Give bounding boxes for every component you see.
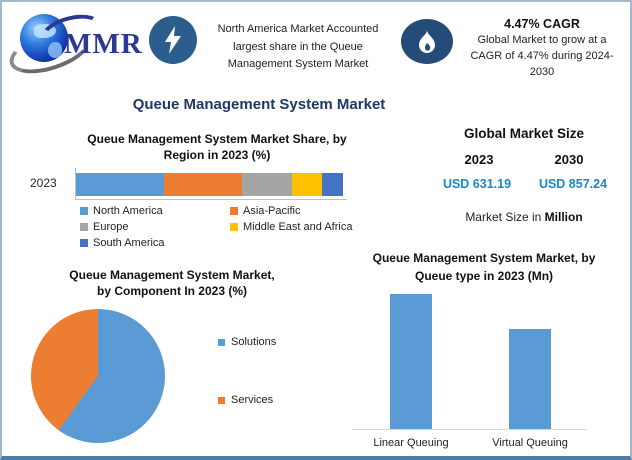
market-size-year-2030: 2030 bbox=[554, 152, 584, 167]
region-chart-legend: North America Asia-Pacific Europe Middle Ea… bbox=[80, 205, 358, 249]
globe-icon bbox=[20, 14, 68, 62]
label-virtual-queuing: Virtual Queuing bbox=[492, 437, 568, 449]
pie-marker-services bbox=[218, 396, 225, 404]
legend-marker-europe bbox=[80, 223, 88, 231]
region-chart-title: Queue Management System Market Share, by… bbox=[87, 132, 347, 163]
pie-legend-services: Services bbox=[218, 394, 273, 406]
legend-marker-middle-east-and-africa bbox=[230, 223, 238, 231]
cagr-note: Global Market to grow at a CAGR of 4.47%… bbox=[470, 34, 614, 78]
component-pie bbox=[31, 309, 165, 443]
legend-item-europe: Europe bbox=[80, 221, 230, 233]
queue-bar-column-virtual: Virtual Queuing bbox=[480, 294, 580, 449]
cagr-title: 4.47% CAGR bbox=[504, 17, 580, 31]
lightning-icon bbox=[149, 16, 197, 64]
legend-item-south-america: South America bbox=[80, 237, 230, 249]
legend-marker-north-america bbox=[80, 207, 88, 215]
region-chart-axis-vertical bbox=[75, 168, 76, 200]
queue-chart-axis bbox=[352, 429, 587, 430]
queue-type-chart-title: Queue Management System Market, by Queue… bbox=[372, 251, 596, 283]
mmr-logo: MMR bbox=[4, 8, 146, 83]
unit-note-bold: Million bbox=[544, 210, 583, 224]
global-market-size-title: Global Market Size bbox=[463, 126, 585, 141]
bar-virtual-queuing bbox=[509, 329, 551, 429]
region-segment-south-america bbox=[321, 173, 344, 196]
pie-legend-solutions: Solutions bbox=[218, 336, 276, 348]
market-size-value-2030: USD 857.24 bbox=[538, 177, 608, 191]
legend-marker-south-america bbox=[80, 239, 88, 247]
market-size-value-2023: USD 631.19 bbox=[442, 177, 512, 191]
legend-marker-asia-pacific bbox=[230, 207, 238, 215]
logo-text: MMR bbox=[64, 28, 143, 60]
legend-item-asia-pacific: Asia-Pacific bbox=[230, 205, 358, 217]
region-segment-north-america bbox=[76, 173, 165, 196]
north-america-note: North America Market Accounted largest s… bbox=[217, 23, 379, 71]
market-size-year-2023: 2023 bbox=[464, 152, 494, 167]
region-segment-asia-pacific bbox=[164, 173, 242, 196]
legend-item-middle-east-and-africa: Middle East and Africa bbox=[230, 221, 358, 233]
market-size-years: 2023 2030 bbox=[434, 152, 614, 167]
region-stacked-bar bbox=[76, 173, 344, 196]
pie-marker-solutions bbox=[218, 338, 225, 346]
region-segment-europe bbox=[241, 173, 293, 196]
queue-bar-column-linear: Linear Queuing bbox=[361, 294, 461, 449]
component-pie-title: Queue Management System Market, by Compo… bbox=[69, 268, 275, 299]
market-size-values: USD 631.19 USD 857.24 bbox=[429, 177, 621, 191]
label-linear-queuing: Linear Queuing bbox=[373, 437, 449, 449]
region-segment-middle-east-and-africa bbox=[292, 173, 322, 196]
legend-item-north-america: North America bbox=[80, 205, 230, 217]
flame-icon bbox=[401, 19, 453, 64]
bar-linear-queuing bbox=[390, 294, 432, 429]
region-chart-category-label: 2023 bbox=[30, 176, 57, 190]
market-size-unit-note: Market Size in Million bbox=[465, 210, 583, 224]
cagr-block: 4.47% CAGR Global Market to grow at a CA… bbox=[454, 17, 630, 81]
region-chart-axis-horizontal bbox=[75, 199, 347, 200]
page-title: Queue Management System Market bbox=[132, 96, 386, 113]
